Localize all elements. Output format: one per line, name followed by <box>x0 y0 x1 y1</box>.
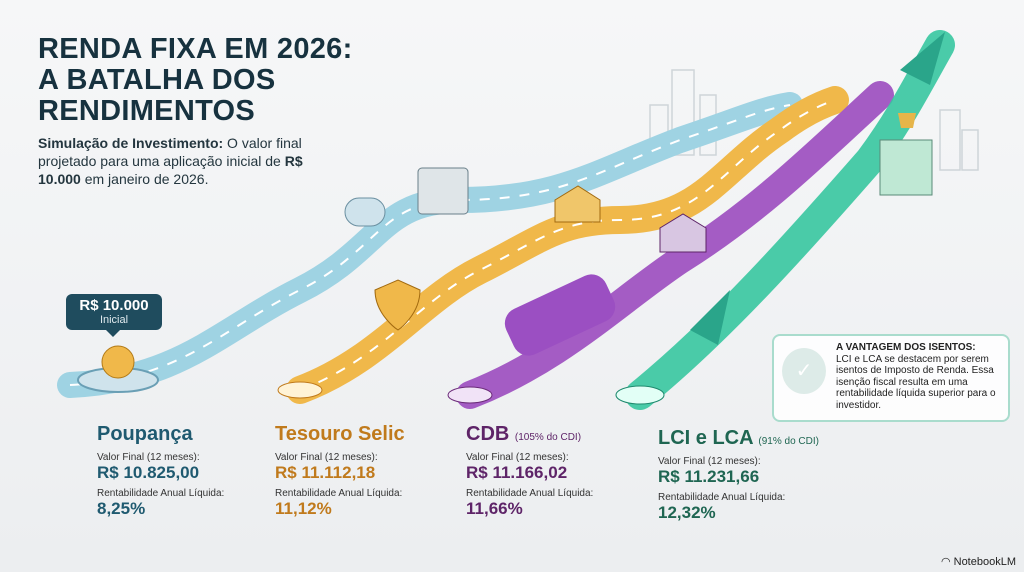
investment-name: Tesouro Selic <box>275 423 405 446</box>
lci-lca-start-pad <box>615 385 665 405</box>
investment-note: (91% do CDI) <box>758 436 819 447</box>
final-value-label: Valor Final (12 meses): <box>658 456 761 467</box>
final-value-label: Valor Final (12 meses): <box>466 452 569 463</box>
safe-icon <box>417 167 469 215</box>
investment-name: LCI e LCA (91% do CDI) <box>658 427 819 450</box>
subtitle-amount: R$ 10.000 <box>38 153 303 187</box>
final-value: R$ 11.231,66 <box>658 467 760 486</box>
poupanca-road-markings <box>69 104 791 386</box>
final-value: R$ 11.112,18 <box>275 463 376 482</box>
card-tesouro-selic: Tesouro Selic Valor Final (12 meses): R$… <box>275 423 405 518</box>
notebooklm-icon: ◠ <box>940 556 951 568</box>
callout-title: A VANTAGEM DOS ISENTOS: <box>836 342 976 353</box>
subtitle-text: em janeiro de 2026. <box>80 171 209 187</box>
page-title: RENDA FIXA EM 2026: A BATALHA DOS RENDIM… <box>38 34 353 127</box>
annual-return: 8,25% <box>97 499 146 518</box>
name-text: CDB <box>466 423 510 445</box>
tax-exempt-callout: A VANTAGEM DOS ISENTOS: LCI e LCA se dest… <box>772 334 1010 422</box>
return-label: Rentabilidade Anual Líquida: <box>658 492 786 503</box>
card-poupanca: Poupança Valor Final (12 meses): R$ 10.8… <box>97 423 224 518</box>
start-value: R$ 10.000 <box>79 297 149 314</box>
tesouro-road-markings <box>299 99 836 391</box>
investment-name: Poupança <box>97 423 224 446</box>
return-label: Rentabilidade Anual Líquida: <box>275 488 403 499</box>
podium <box>879 139 933 196</box>
coin-stack-icon <box>101 345 135 379</box>
card-lci-lca: LCI e LCA (91% do CDI) Valor Final (12 m… <box>658 427 819 522</box>
annual-return: 11,12% <box>275 499 332 518</box>
start-amount-bubble: R$ 10.000 Inicial <box>66 294 162 337</box>
cdb-start-pad <box>447 386 493 404</box>
tesouro-start-pad <box>277 381 323 399</box>
subtitle: Simulação de Investimento: O valor final… <box>38 134 308 188</box>
name-text: LCI e LCA <box>658 427 753 449</box>
lci-lca-road <box>625 30 955 410</box>
return-label: Rentabilidade Anual Líquida: <box>97 488 225 499</box>
shield-check-icon <box>374 279 421 331</box>
final-value: R$ 11.166,02 <box>466 463 568 482</box>
trophy-icon <box>898 113 916 128</box>
train-icon <box>504 274 616 356</box>
name-text: Tesouro Selic <box>275 423 405 445</box>
investment-note: (105% do CDI) <box>514 432 582 443</box>
title-line: RENDIMENTOS <box>38 95 256 127</box>
bank-icon-purple <box>659 213 707 253</box>
title-line: RENDA FIXA EM 2026: <box>38 33 353 65</box>
annual-return: 12,32% <box>658 503 716 522</box>
start-label: Inicial <box>99 314 129 326</box>
final-value-label: Valor Final (12 meses): <box>275 452 378 463</box>
final-value: R$ 10.825,00 <box>97 463 200 482</box>
subtitle-bold: Simulação de Investimento: <box>38 135 224 151</box>
subtitle-text: O valor final projetado para uma aplicaç… <box>38 135 302 169</box>
piggy-bank-icon <box>344 197 386 227</box>
notebooklm-logo: ◠ NotebookLM <box>941 555 1016 568</box>
title-line: A BATALHA DOS <box>38 64 276 96</box>
bank-icon <box>554 185 601 223</box>
return-label: Rentabilidade Anual Líquida: <box>466 488 594 499</box>
card-cdb: CDB (105% do CDI) Valor Final (12 meses)… <box>466 423 593 518</box>
annual-return: 11,66% <box>466 499 523 518</box>
callout-text: LCI e LCA se destacem por serem isentos … <box>836 353 996 411</box>
brand-text: NotebookLM <box>953 556 1016 568</box>
investment-name: CDB (105% do CDI) <box>466 423 593 446</box>
rocket-icon <box>900 32 945 85</box>
final-value-label: Valor Final (12 meses): <box>97 452 200 463</box>
name-text: Poupança <box>97 423 193 445</box>
cdb-road <box>456 81 894 409</box>
rocket-icon-small <box>690 290 730 345</box>
